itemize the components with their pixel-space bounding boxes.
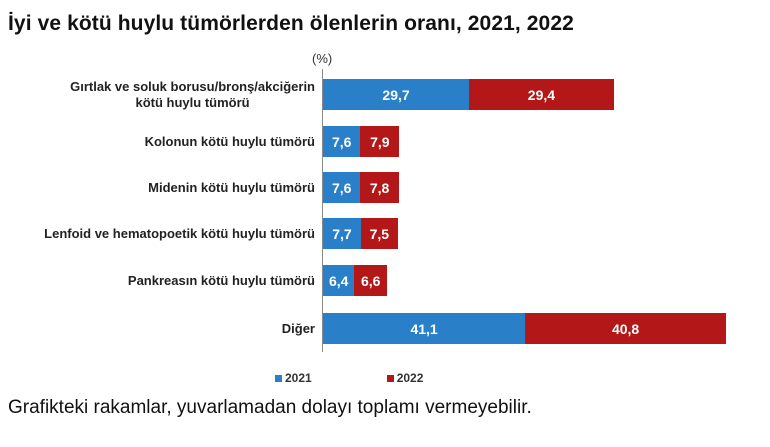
bar-row: Diğer 41,1 40,8 xyxy=(0,313,770,344)
category-label: Pankreasın kötü huylu tümörü xyxy=(128,265,315,296)
category-label: Gırtlak ve soluk borusu/bronş/akciğerin k… xyxy=(70,79,315,110)
bar-segment-2022: 7,9 xyxy=(360,126,400,157)
category-label-line: Kolonun kötü huylu tümörü xyxy=(144,133,315,149)
category-label: Diğer xyxy=(282,313,315,344)
bar-segment-2021: 7,6 xyxy=(323,172,361,203)
category-label: Lenfoid ve hematopoetik kötü huylu tümör… xyxy=(44,218,315,249)
bar-row: Lenfoid ve hematopoetik kötü huylu tümör… xyxy=(0,218,770,249)
legend-swatch-2022 xyxy=(386,374,394,382)
bar-row: Kolonun kötü huylu tümörü 7,6 7,9 xyxy=(0,126,770,157)
category-axis-line xyxy=(322,69,323,352)
legend-item-2021: 2021 xyxy=(275,371,312,385)
legend: 2021 2022 xyxy=(275,371,498,385)
stacked-bar: 6,4 6,6 xyxy=(323,265,387,296)
category-label-line: Gırtlak ve soluk borusu/bronş/akciğerin xyxy=(70,78,315,94)
unit-label: (%) xyxy=(312,51,333,66)
stacked-bar: 41,1 40,8 xyxy=(323,313,726,344)
bar-segment-2022: 7,5 xyxy=(360,218,398,249)
bar-segment-2021: 7,7 xyxy=(323,218,361,249)
legend-label-2022: 2022 xyxy=(396,371,424,385)
category-label-line: Lenfoid ve hematopoetik kötü huylu tümör… xyxy=(44,225,315,241)
bar-segment-2022: 6,6 xyxy=(354,265,387,296)
footnote: Grafikteki rakamlar, yuvarlamadan dolayı… xyxy=(8,397,532,418)
bar-row: Midenin kötü huylu tümörü 7,6 7,8 xyxy=(0,172,770,203)
category-label-line: kötü huylu tümörü xyxy=(135,94,250,110)
legend-label-2021: 2021 xyxy=(285,371,312,385)
bar-segment-2022: 29,4 xyxy=(469,79,614,110)
bar-segment-2021: 7,6 xyxy=(323,126,361,157)
legend-item-2022: 2022 xyxy=(386,371,424,385)
legend-swatch-2021 xyxy=(275,374,282,382)
stacked-bar: 7,7 7,5 xyxy=(323,218,398,249)
bar-row: Gırtlak ve soluk borusu/bronş/akciğerin k… xyxy=(0,79,770,110)
bar-segment-2021: 41,1 xyxy=(323,313,526,344)
bar-segment-2022: 40,8 xyxy=(525,313,726,344)
stacked-bar: 7,6 7,9 xyxy=(323,126,400,157)
bar-row: Pankreasın kötü huylu tümörü 6,4 6,6 xyxy=(0,265,770,296)
category-label: Midenin kötü huylu tümörü xyxy=(148,172,315,203)
stacked-bar: 7,6 7,8 xyxy=(323,172,399,203)
category-label-line: Diğer xyxy=(281,320,315,336)
stacked-bar: 29,7 29,4 xyxy=(323,79,614,110)
category-label-line: Midenin kötü huylu tümörü xyxy=(148,179,315,195)
category-label: Kolonun kötü huylu tümörü xyxy=(145,126,315,157)
bar-segment-2021: 6,4 xyxy=(323,265,355,296)
chart-title: İyi ve kötü huylu tümörlerden ölenlerin … xyxy=(8,12,574,35)
bar-segment-2022: 7,8 xyxy=(360,172,399,203)
bar-segment-2021: 29,7 xyxy=(323,79,470,110)
category-label-line: Pankreasın kötü huylu tümörü xyxy=(127,272,315,288)
